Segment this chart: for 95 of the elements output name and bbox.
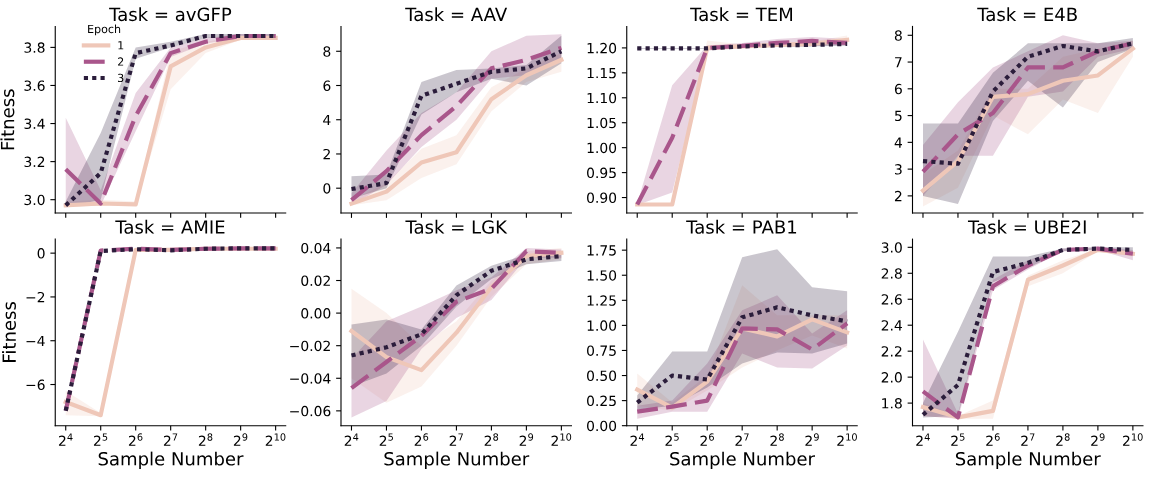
chart-title: Task = PAB1 (686, 219, 797, 234)
x-tick-label: 2$^{8}$ (1056, 433, 1070, 446)
y-tick-label: 2.8 (881, 268, 902, 279)
x-tick-label: 2$^{10}$ (837, 433, 857, 446)
y-tick-label: 1.05 (587, 117, 616, 129)
y-tick-label: 5 (895, 110, 902, 122)
y-tick-label: 0.75 (587, 345, 616, 356)
x-tick-label: 2$^{4}$ (344, 433, 359, 446)
x-tick-label: 2$^{9}$ (1091, 433, 1105, 446)
y-tick-label: 0.04 (301, 242, 331, 254)
x-tick-label: 2$^{6}$ (128, 433, 143, 446)
y-tick-label: 2 (894, 190, 902, 202)
x-tick-label: 2$^{6}$ (986, 433, 1000, 446)
y-axis-title: Fitness (0, 89, 15, 150)
x-tick-label: 2$^{4}$ (916, 433, 930, 446)
y-tick-label: 0.02 (301, 275, 330, 286)
y-tick-label: 2.6 (881, 294, 902, 305)
x-tick-label: 2$^{7}$ (163, 433, 178, 446)
x-axis-title: Sample Number (670, 451, 815, 470)
x-tick-label: 2$^{10}$ (551, 433, 572, 446)
x-axis-title: Sample Number (955, 451, 1101, 470)
y-tick-label: 2.0 (881, 372, 902, 383)
y-tick-label: 1.10 (587, 92, 617, 104)
y-tick-label: 2 (323, 148, 330, 160)
chart-title: Task = avGFP (109, 7, 232, 22)
x-tick-label: 2$^{5}$ (379, 433, 393, 446)
chart-title: Task = UBE2I (967, 219, 1086, 234)
y-tick-label: 3.0 (881, 242, 902, 253)
legend-label: 3 (118, 73, 124, 83)
y-tick-label: 1.20 (587, 42, 617, 54)
legend-label: 2 (118, 57, 124, 66)
x-tick-label: 2$^{8}$ (198, 433, 213, 446)
y-tick-label: 1.15 (587, 68, 616, 79)
legend-title: Epoch (88, 24, 121, 36)
y-tick-label: 4 (323, 114, 331, 126)
x-tick-label: 2$^{7}$ (735, 433, 749, 446)
y-tick-label: 0.00 (301, 308, 331, 319)
y-tick-label: −0.06 (290, 405, 331, 417)
y-tick-label: 3.2 (24, 156, 45, 168)
chart-title: Task = AAV (405, 7, 508, 22)
y-tick-label: 8 (894, 30, 902, 41)
x-tick-label: 2$^{4}$ (630, 433, 645, 446)
y-tick-label: 3.8 (24, 42, 45, 53)
y-tick-label: 3 (895, 164, 902, 175)
x-tick-label: 2$^{9}$ (519, 433, 534, 446)
y-tick-label: 3.4 (24, 118, 45, 130)
y-tick-label: 8 (323, 46, 331, 57)
y-tick-label: 6 (323, 80, 331, 91)
x-tick-label: 2$^{8}$ (770, 433, 784, 446)
x-tick-label: 2$^{6}$ (700, 433, 714, 446)
x-tick-label: 2$^{9}$ (233, 433, 248, 446)
x-tick-label: 2$^{10}$ (1122, 433, 1143, 446)
x-tick-label: 2$^{5}$ (951, 433, 965, 446)
y-tick-label: 0.25 (587, 395, 616, 407)
x-tick-label: 2$^{4}$ (58, 433, 73, 446)
x-tick-label: 2$^{7}$ (1021, 433, 1035, 446)
chart-title: Task = LGK (405, 219, 508, 234)
y-tick-label: 0.95 (587, 167, 616, 179)
y-tick-label: 0 (323, 183, 331, 194)
y-tick-label: −6 (26, 379, 45, 390)
chart-title: Task = TEM (690, 7, 793, 22)
x-tick-label: 2$^{5}$ (93, 433, 108, 446)
y-tick-label: −0.02 (290, 340, 330, 352)
x-tick-label: 2$^{8}$ (484, 433, 499, 446)
y-tick-label: 0.00 (587, 420, 617, 432)
y-tick-label: 2.4 (881, 320, 902, 331)
y-tick-label: 2.2 (881, 346, 902, 357)
y-tick-label: 3.6 (24, 80, 45, 91)
y-tick-label: 4 (894, 137, 902, 148)
x-axis-title: Sample Number (384, 451, 530, 470)
y-axis-title: Fitness (2, 302, 16, 362)
x-tick-label: 2$^{10}$ (265, 433, 286, 446)
legend-label: 1 (118, 41, 124, 50)
y-tick-label: 1.8 (882, 398, 902, 409)
y-tick-label: 7 (895, 57, 902, 68)
x-tick-label: 2$^{7}$ (449, 433, 463, 446)
y-tick-label: 0 (37, 248, 45, 259)
y-tick-label: 1.25 (587, 295, 616, 306)
y-tick-label: 6 (894, 83, 902, 95)
y-tick-label: 0.90 (587, 192, 617, 204)
x-tick-label: 2$^{9}$ (805, 433, 819, 446)
x-axis-title: Sample Number (98, 451, 244, 470)
y-tick-label: −2 (26, 291, 45, 303)
y-tick-label: 1.00 (587, 142, 617, 154)
y-tick-label: 1.50 (587, 270, 617, 281)
y-tick-label: 0.50 (587, 370, 617, 382)
y-tick-label: 1.00 (587, 320, 617, 331)
y-tick-label: −0.04 (290, 373, 331, 384)
y-tick-label: 1.75 (587, 245, 616, 256)
chart-title: Task = E4B (977, 7, 1077, 22)
x-tick-label: 2$^{6}$ (414, 433, 429, 446)
y-tick-label: −4 (26, 335, 45, 346)
y-tick-label: 3.0 (24, 194, 45, 206)
chart-title: Task = AMIE (115, 219, 225, 234)
x-tick-label: 2$^{5}$ (665, 433, 679, 446)
